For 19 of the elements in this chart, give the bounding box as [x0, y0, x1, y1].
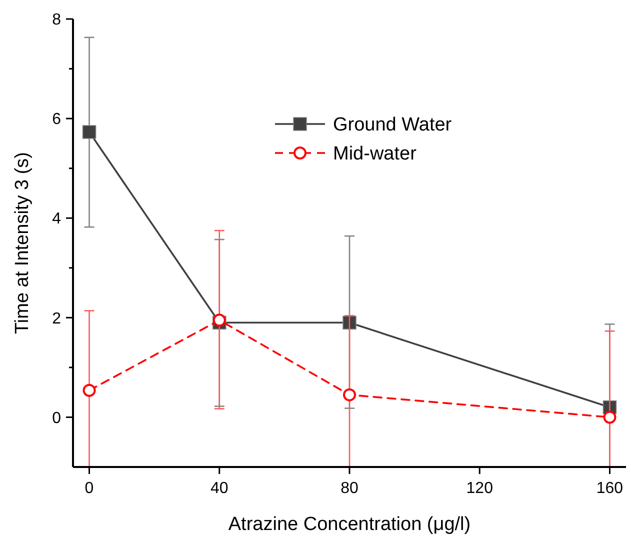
- y-tick-label: 8: [52, 12, 62, 29]
- x-tick-label: 160: [596, 480, 624, 497]
- y-tick-label: 0: [52, 410, 62, 427]
- point: [343, 388, 356, 402]
- y-tick-label: 4: [52, 210, 62, 228]
- y-tick-label: 6: [52, 111, 62, 128]
- point: [82, 125, 96, 139]
- y-axis-title: Time at Intensity 3 (s): [12, 152, 33, 334]
- x-tick-label: 40: [210, 480, 228, 497]
- x-tick-label: 80: [340, 480, 358, 497]
- x-tick-label: 120: [466, 480, 494, 497]
- legend-label: Ground Water: [333, 114, 452, 136]
- point: [603, 410, 616, 424]
- x-tick-label: 0: [84, 480, 94, 497]
- x-axis-title: Atrazine Concentration (μg/l): [228, 514, 471, 535]
- y-tick-label: 2: [52, 310, 62, 328]
- point: [82, 384, 96, 397]
- legend-label: Mid-water: [333, 144, 418, 165]
- point: [212, 314, 226, 327]
